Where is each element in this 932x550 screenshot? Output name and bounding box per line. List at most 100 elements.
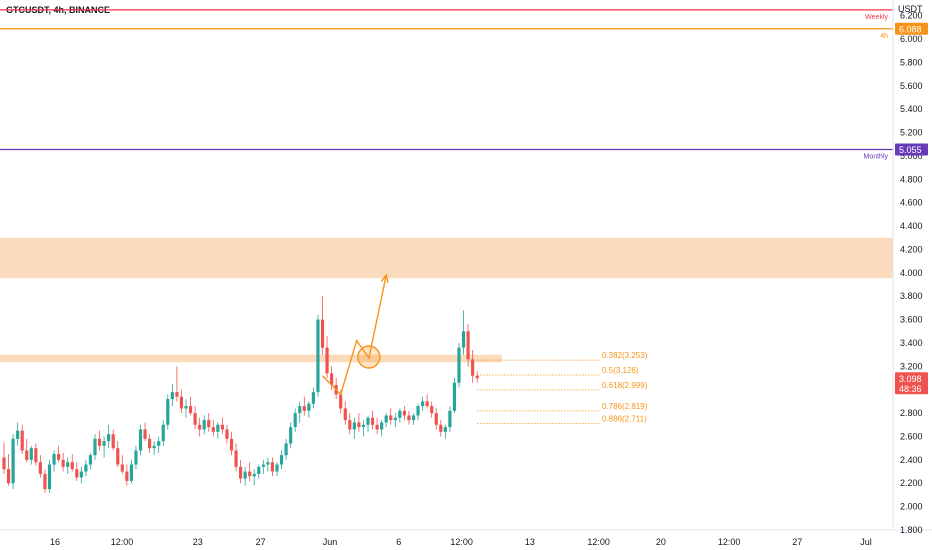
candle-body [471,359,475,376]
candle [57,445,61,463]
candle [239,459,243,484]
y-tick-label: 4.000 [900,268,923,278]
candle-body [225,429,229,439]
candle [2,442,6,474]
candle [211,420,215,437]
candle-body [257,466,261,474]
candle [184,399,188,418]
x-tick-label: Jul [860,537,872,547]
candle [34,443,38,466]
zones [0,237,893,363]
candle [20,424,24,455]
candle [193,406,197,430]
candles [2,296,479,493]
candle [43,469,47,493]
candle-body [352,422,356,430]
fib-label-4: 0.886(2.711) [602,415,647,424]
candle [421,396,425,411]
x-tick-label: 23 [193,537,203,547]
x-tick-label: Jun [323,537,338,547]
candle-body [425,401,429,407]
y-tick-label: 3.600 [900,315,923,325]
candle-body [330,373,334,386]
candle [134,445,138,470]
candle-body [34,448,38,463]
level-label-weekly: Weekly [865,14,888,21]
candle [198,417,202,437]
candle-body [270,462,275,472]
candle [216,422,220,439]
x-tick-label: 6 [396,537,401,547]
price-badge-4h: 6.088 [895,22,928,35]
candle-body [284,443,288,456]
y-tick-label: 6.000 [900,34,923,44]
candle [66,457,70,474]
candle [120,455,124,474]
x-tick-label: 12:00 [111,537,134,547]
candle [175,366,179,402]
candle-body [239,466,243,479]
candle [38,455,42,478]
candle-body [161,424,165,442]
candle-body [20,430,24,451]
candle [84,459,88,477]
candle-body [211,427,215,432]
candle [393,413,397,428]
candle [125,464,129,486]
candle [357,413,361,432]
candle [25,438,29,463]
candle [16,422,20,446]
candle-body [25,450,29,460]
candle [402,406,406,421]
candle [416,403,420,421]
candle-body [375,424,379,430]
last-price-value: 3.098 [899,374,922,384]
level-label-4h: 4h [880,33,888,40]
candle-body [234,450,238,467]
projection-path [321,275,387,396]
candle [52,450,56,472]
candle [302,396,306,416]
projection-circle [357,345,381,369]
level-label-monthly: Monthly [863,154,888,161]
candle [70,454,74,472]
badge-bg [895,372,928,395]
candle-body [229,438,234,451]
candle-body [384,415,388,423]
candle [316,314,320,397]
candle-body [325,347,329,374]
candle-body [43,473,47,490]
candle [88,452,93,470]
candle-body [466,331,470,360]
candle-body [275,464,279,472]
candle [343,401,347,425]
projection [321,273,389,396]
badge-bg [895,143,928,156]
candle [29,445,33,465]
candle [111,429,115,451]
candle-body [188,406,193,414]
candle [375,417,379,435]
candle-body [170,392,174,400]
candle [352,417,356,439]
candle-body [47,464,52,490]
price-badge-monthly: 5.055 [895,143,928,156]
candle-body [198,424,202,430]
candle [457,342,461,388]
zone-1 [0,354,502,363]
candle-body [179,396,184,409]
candle-body [380,422,384,430]
candle-body [389,415,393,421]
candle-body [252,473,256,477]
candle-body [97,438,102,446]
x-tick-label: 20 [656,537,666,547]
candle-body [320,319,325,348]
candle [311,387,315,409]
y-tick-label: 5.600 [900,81,923,91]
y-tick-label: 4.800 [900,174,923,184]
y-tick-label: 5.200 [900,128,923,138]
y-tick-label: 5.000 [900,151,923,161]
candle [398,408,402,423]
candle-body [430,406,434,414]
